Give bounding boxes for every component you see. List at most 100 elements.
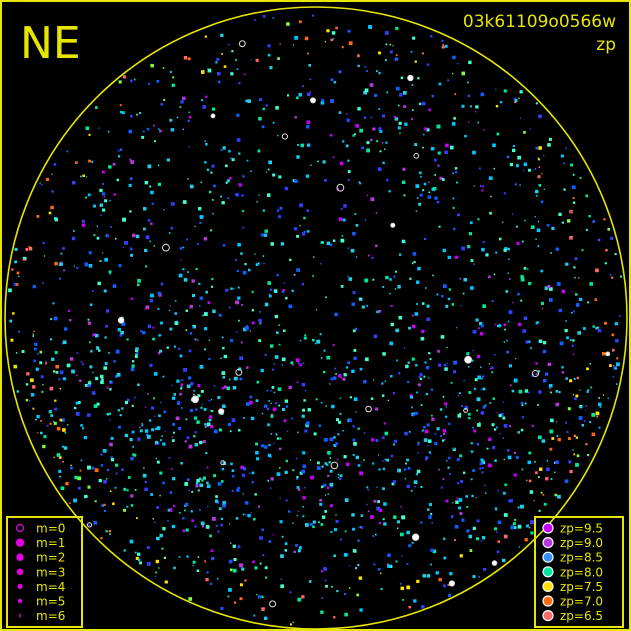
star-marker [199,215,204,219]
star-marker [162,481,165,485]
star-marker [452,55,456,60]
star-marker [25,248,29,251]
star-marker [530,531,534,535]
star-marker [378,309,382,313]
star-marker [325,296,327,299]
star-marker [354,550,357,553]
star-marker [361,146,364,150]
star-marker [59,370,64,375]
star-marker [100,453,103,456]
star-marker [243,417,245,419]
star-marker [433,187,437,191]
star-marker [421,605,425,609]
star-marker [512,522,516,526]
star-marker [155,440,159,445]
star-marker [230,542,232,544]
star-marker [336,458,339,461]
star-marker [297,597,302,602]
star-marker [363,380,367,384]
star-marker [416,197,419,199]
star-marker [182,246,185,249]
star-marker [615,367,617,370]
star-marker [337,433,340,436]
star-marker [105,234,109,238]
star-marker [604,321,607,325]
star-marker [159,129,162,133]
star-marker [275,433,278,436]
star-marker [51,190,54,193]
star-marker [25,383,29,386]
star-marker [136,517,138,519]
star-marker [599,406,602,408]
star-marker [520,277,525,282]
star-marker [204,312,208,316]
bright-star-marker [407,74,414,82]
star-marker [508,310,513,314]
star-marker [70,464,72,467]
star-marker [543,502,547,506]
star-marker [497,520,502,525]
star-marker [250,512,252,514]
star-marker [227,43,230,46]
bright-star-marker [238,40,246,48]
star-marker [207,68,212,73]
star-marker [76,374,78,377]
star-marker [401,555,403,557]
star-marker [424,361,427,364]
star-marker [320,101,325,105]
star-marker [564,328,568,333]
star-marker [241,304,244,306]
star-marker [103,366,107,370]
star-marker [431,417,435,421]
star-marker [416,303,418,305]
star-marker [541,439,546,443]
star-marker [89,341,91,344]
star-marker [453,370,456,374]
star-marker [395,54,398,56]
star-marker [475,537,479,541]
star-marker [247,514,251,518]
star-marker [262,209,265,212]
star-marker [272,368,275,371]
star-marker [157,308,160,310]
bright-star-marker [336,183,345,192]
star-marker [340,376,342,379]
star-marker [222,244,226,247]
star-marker [119,148,123,151]
star-marker [66,363,71,368]
star-marker [30,378,34,383]
star-marker [609,273,612,276]
star-marker [438,363,442,367]
star-marker [550,478,553,480]
star-marker [270,390,272,392]
star-marker [145,235,150,240]
star-marker [130,160,134,164]
star-marker [329,469,333,473]
star-marker [54,351,58,354]
star-marker [359,182,362,185]
star-marker [523,316,528,320]
star-marker [171,202,175,206]
star-marker [432,274,434,277]
star-marker [529,490,534,494]
star-marker [542,341,547,345]
star-marker [208,190,212,194]
star-marker [89,365,93,369]
magnitude-legend-label: m=2 [36,551,65,565]
star-marker [519,90,523,94]
star-marker [235,58,238,61]
star-marker [53,421,57,425]
star-marker [442,178,445,181]
star-marker [538,146,542,150]
star-marker [557,437,561,442]
star-marker [243,73,246,76]
star-marker [208,399,211,402]
star-marker [11,268,14,271]
star-marker [302,515,305,518]
star-marker [8,288,12,293]
star-marker [177,401,181,405]
star-marker [196,569,200,572]
star-marker [495,251,498,254]
star-marker [197,556,200,558]
star-marker [290,623,293,626]
